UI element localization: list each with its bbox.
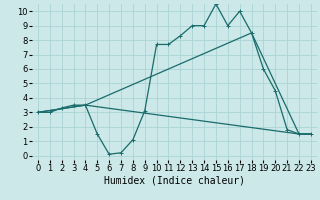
X-axis label: Humidex (Indice chaleur): Humidex (Indice chaleur) [104,176,245,186]
